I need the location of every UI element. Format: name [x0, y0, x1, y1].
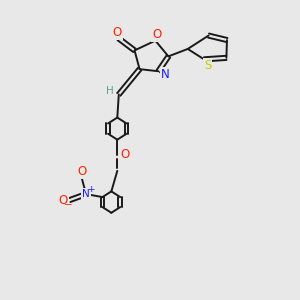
Text: O: O: [113, 26, 122, 39]
Text: O: O: [58, 194, 68, 207]
Text: H: H: [106, 86, 114, 96]
Text: −: −: [64, 200, 73, 210]
Text: S: S: [204, 59, 211, 72]
Text: O: O: [120, 148, 129, 161]
Text: O: O: [77, 165, 86, 178]
Text: N: N: [160, 68, 169, 81]
Text: N: N: [82, 189, 90, 199]
Text: O: O: [152, 28, 161, 40]
Text: +: +: [87, 185, 94, 194]
